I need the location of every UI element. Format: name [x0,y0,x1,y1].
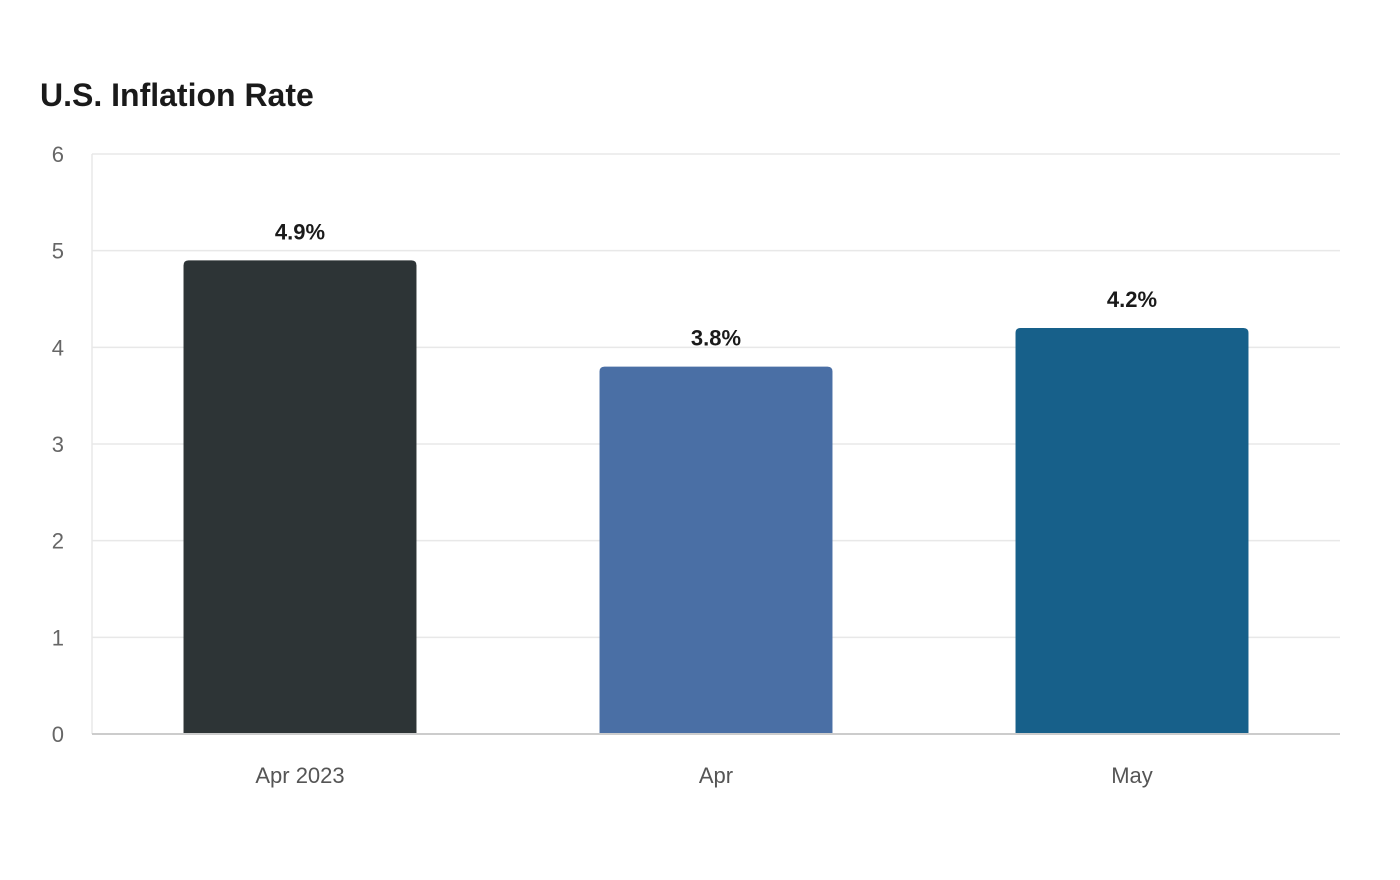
data-label-2: 4.2% [1107,287,1157,312]
x-tick-label-2: May [1111,763,1153,788]
y-tick-label-3: 3 [52,432,64,457]
bars [183,260,1249,733]
bar-2 [1015,328,1249,733]
y-tick-label-5: 5 [52,239,64,264]
data-label-0: 4.9% [275,219,325,244]
axes [91,154,1340,735]
y-tick-label-2: 2 [52,529,64,554]
labels: 0 1 2 3 4 5 6 4.9% Apr 2023 3.8% Apr 4.2% May [52,142,1157,788]
y-tick-label-0: 0 [52,722,64,747]
y-tick-label-1: 1 [52,625,64,650]
bar-1 [599,366,833,733]
y-tick-label-6: 6 [52,142,64,167]
y-tick-label-4: 4 [52,335,64,360]
x-tick-label-0: Apr 2023 [255,763,344,788]
bar-0 [183,260,417,733]
chart-title: U.S. Inflation Rate [40,77,314,113]
x-tick-label-1: Apr [699,763,733,788]
data-label-1: 3.8% [691,326,741,351]
